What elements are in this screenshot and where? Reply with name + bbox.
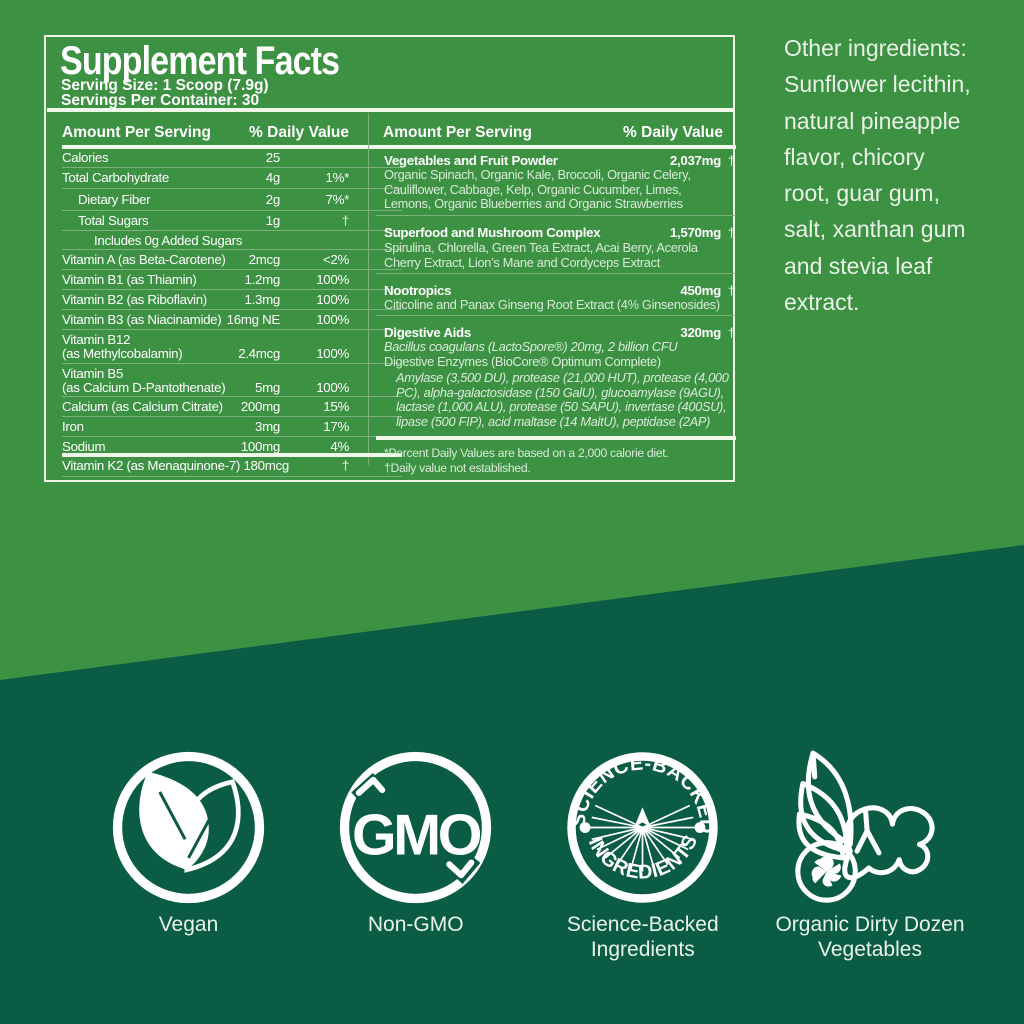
svg-text:GMO: GMO <box>352 804 481 868</box>
